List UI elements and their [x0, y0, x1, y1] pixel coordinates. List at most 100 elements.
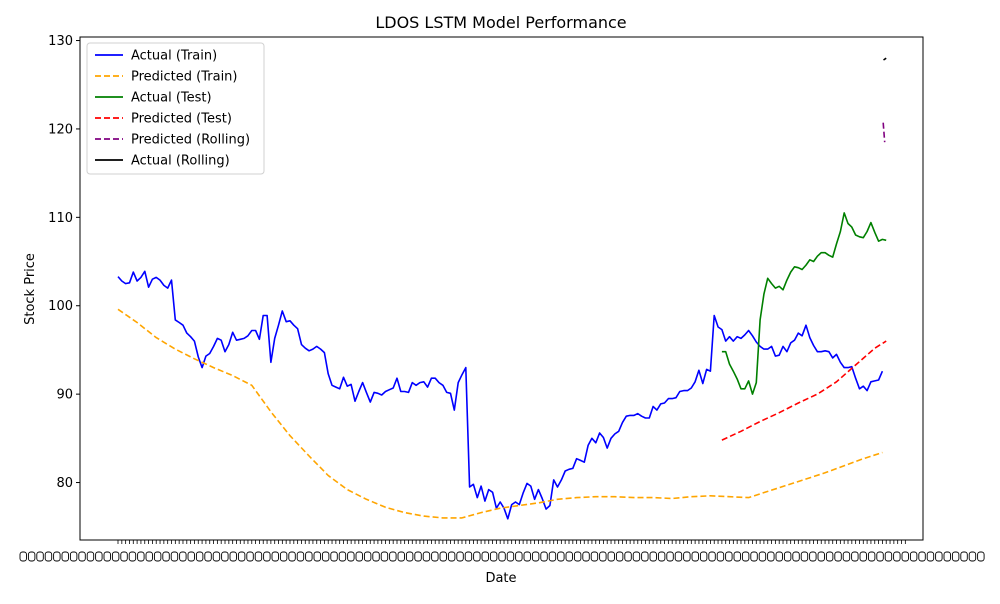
x-tick-label-glyph: [187, 551, 195, 562]
x-tick-label-glyph: [943, 551, 951, 562]
x-tick-label-glyph: [968, 551, 977, 562]
x-tick-label-glyph: [338, 551, 347, 562]
x-tick-label-glyph: [523, 551, 531, 562]
x-tick-label-glyph: [389, 551, 397, 562]
x-tick-label-glyph: [237, 551, 246, 562]
x-tick-label-glyph: [733, 551, 741, 562]
x-tick-label-glyph: [439, 551, 447, 562]
x-tick-label-glyph: [53, 551, 61, 562]
x-tick-label-glyph: [296, 551, 305, 562]
legend-label: Actual (Test): [131, 91, 212, 106]
x-tick-label-glyph: [515, 551, 523, 562]
x-tick-label-glyph: [624, 551, 632, 562]
legend: Actual (Train) Predicted (Train) Actual (T…: [86, 42, 265, 175]
x-tick-label-glyph: [271, 551, 279, 562]
x-tick-label-glyph: [649, 551, 657, 562]
x-tick-label-glyph: [78, 551, 86, 562]
x-tick-label-glyph: [540, 551, 548, 562]
x-tick-label-glyph: [641, 551, 649, 562]
y-tick-label: 110: [48, 211, 73, 226]
x-tick-label-glyph: [372, 551, 380, 562]
x-tick-label-glyph: [951, 551, 960, 562]
x-tick-label-glyph: [204, 551, 212, 562]
y-axis: 80 90 100 110 120 130: [48, 34, 80, 491]
x-tick-label-glyph: [666, 551, 674, 562]
x-tick-label-glyph: [498, 551, 506, 562]
x-tick-label-glyph: [473, 551, 481, 562]
series-line-3: [721, 340, 887, 441]
x-tick-label-glyph: [783, 551, 792, 562]
x-tick-label-glyph: [137, 551, 145, 562]
y-tick-label: 120: [48, 122, 73, 137]
x-tick-label-glyph: [683, 551, 691, 562]
x-tick-label-glyph: [27, 551, 36, 562]
x-tick-label-glyph: [347, 551, 355, 562]
x-tick-label-glyph: [716, 551, 725, 562]
x-tick-label-glyph: [926, 551, 935, 562]
x-tick-label-glyph: [901, 551, 909, 562]
legend-label: Predicted (Test): [131, 112, 232, 127]
series-line-2: [721, 212, 887, 395]
x-tick-label-glyph: [489, 551, 498, 562]
x-tick-label-glyph: [313, 551, 321, 562]
x-tick-label-glyph: [481, 551, 489, 562]
x-tick-label-glyph: [397, 551, 405, 562]
x-tick-label-glyph: [86, 551, 95, 562]
x-tick-label-glyph: [918, 551, 926, 562]
x-tick-label-glyph: [61, 551, 69, 562]
x-tick-label-glyph: [767, 551, 775, 562]
x-tick-label-glyph: [254, 551, 263, 562]
x-tick-label-glyph: [229, 551, 237, 562]
x-tick-label-glyph: [330, 551, 338, 562]
x-tick-label-glyph: [792, 551, 800, 562]
x-tick-label-glyph: [431, 551, 439, 562]
x-tick-label-glyph: [842, 551, 851, 562]
x-tick-label-glyph: [414, 551, 422, 562]
x-tick-label-glyph: [599, 551, 607, 562]
series-line-1: [117, 308, 883, 519]
x-tick-label-glyph: [725, 551, 733, 562]
series-line-5: [883, 57, 887, 61]
x-tick-label-glyph: [179, 551, 187, 562]
x-tick-label-glyph: [867, 551, 876, 562]
legend-label: Actual (Train): [131, 49, 217, 64]
x-tick-label-glyph: [120, 551, 128, 562]
x-tick-label-glyph: [36, 551, 44, 562]
x-tick-label-glyph: [859, 551, 867, 562]
x-tick-label-glyph: [422, 551, 431, 562]
x-tick-label-glyph: [691, 551, 699, 562]
x-tick-label-glyph: [447, 551, 456, 562]
x-tick-label-glyph: [464, 551, 473, 562]
chart-title: LDOS LSTM Model Performance: [375, 13, 626, 32]
x-tick-label-glyph: [405, 551, 414, 562]
x-tick-label-glyph: [775, 551, 783, 562]
x-tick-label-glyph: [288, 551, 296, 562]
legend-box: [86, 42, 265, 175]
x-tick-label-glyph: [69, 551, 78, 562]
y-tick-label: 100: [48, 299, 73, 314]
x-tick-label-glyph: [750, 551, 758, 562]
x-tick-label-glyph: [305, 551, 313, 562]
x-tick-label-glyph: [708, 551, 716, 562]
series-line-4: [882, 122, 886, 143]
x-tick-label-glyph: [363, 551, 372, 562]
x-tick-label-glyph: [615, 551, 624, 562]
x-tick-label-glyph: [456, 551, 464, 562]
x-tick-labels: [19, 551, 985, 562]
y-axis-label: Stock Price: [23, 253, 38, 325]
x-tick-label-glyph: [557, 551, 565, 562]
x-axis: [19, 540, 985, 562]
x-tick-label-glyph: [279, 551, 288, 562]
x-tick-label-glyph: [674, 551, 683, 562]
x-tick-label-glyph: [162, 551, 170, 562]
x-tick-label-glyph: [758, 551, 767, 562]
x-tick-label-glyph: [876, 551, 884, 562]
plot-area: [79, 36, 924, 541]
x-tick-label-glyph: [531, 551, 540, 562]
x-tick-label-glyph: [153, 551, 162, 562]
x-tick-label-glyph: [809, 551, 817, 562]
legend-label: Actual (Rolling): [131, 154, 230, 169]
x-tick-label-glyph: [573, 551, 582, 562]
x-tick-label-glyph: [103, 551, 111, 562]
